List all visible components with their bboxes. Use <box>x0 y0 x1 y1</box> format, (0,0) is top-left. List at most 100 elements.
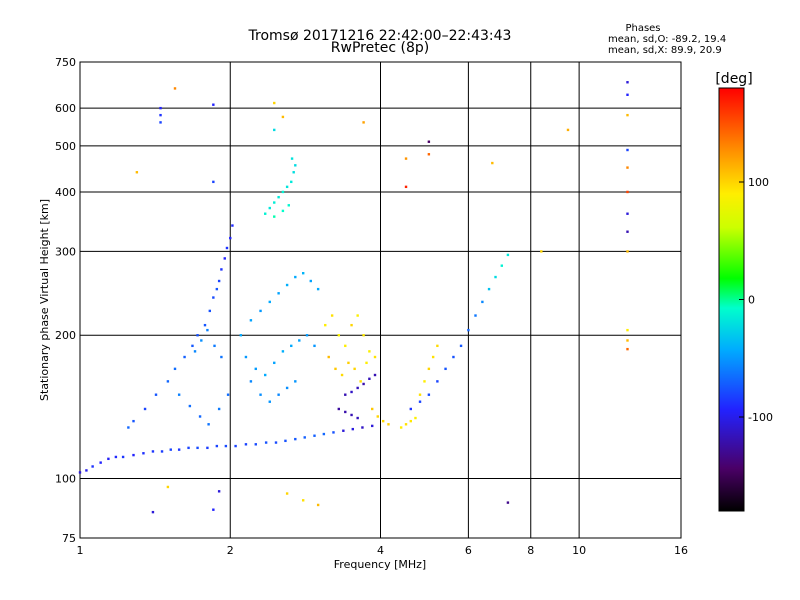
data-point <box>212 180 215 184</box>
data-point <box>244 355 248 359</box>
data-point <box>284 439 287 443</box>
data-point <box>409 407 412 411</box>
data-point <box>337 334 340 337</box>
data-point <box>127 426 130 429</box>
data-point <box>226 393 230 396</box>
data-point <box>143 407 147 411</box>
data-point <box>244 443 248 446</box>
data-point <box>249 319 253 322</box>
data-point <box>305 334 309 337</box>
data-point <box>362 121 365 124</box>
data-point <box>626 328 629 332</box>
data-point <box>356 416 359 420</box>
data-point <box>281 115 285 119</box>
grid-lines <box>80 62 681 538</box>
data-point <box>160 450 164 453</box>
data-point <box>414 416 417 420</box>
y-tick-label: 600 <box>55 102 76 115</box>
data-point <box>254 367 257 371</box>
data-point <box>322 432 326 436</box>
data-point <box>362 334 365 337</box>
data-point <box>215 444 219 448</box>
data-point <box>151 510 155 514</box>
data-point <box>290 180 293 184</box>
data-point <box>626 113 629 117</box>
data-point <box>344 344 347 348</box>
data-point <box>340 373 344 377</box>
data-point <box>303 436 306 439</box>
data-point <box>254 443 257 446</box>
data-point <box>404 185 408 189</box>
data-point <box>85 469 88 472</box>
data-point <box>626 212 629 215</box>
data-point <box>344 410 347 414</box>
colorbar-tick-label: 100 <box>748 176 769 189</box>
data-point <box>264 441 268 444</box>
data-point <box>427 393 431 396</box>
data-point <box>626 347 629 351</box>
data-point <box>418 393 422 396</box>
data-point <box>427 153 431 156</box>
data-point <box>301 499 305 502</box>
data-point <box>107 457 110 461</box>
data-point <box>273 128 276 132</box>
data-point <box>166 485 170 489</box>
x-tick-label: 1 <box>77 544 84 557</box>
data-point <box>277 195 280 199</box>
data-point <box>298 339 301 342</box>
x-tick-label: 6 <box>465 544 472 557</box>
data-point <box>177 393 181 396</box>
data-point <box>409 419 412 423</box>
chart-subtitle: RwPretec (8p) <box>331 40 429 56</box>
data-point <box>151 450 155 453</box>
data-point <box>626 190 629 194</box>
data-point <box>173 87 177 90</box>
colorbar-label: [deg] <box>715 71 752 87</box>
data-point <box>285 492 289 495</box>
data-point <box>234 444 237 448</box>
data-point <box>259 393 262 396</box>
data-point <box>324 323 327 327</box>
x-axis-label: Frequency [MHz] <box>334 558 426 571</box>
colorbar: [deg] 100 0 -100 <box>715 71 773 512</box>
data-point <box>212 296 215 299</box>
data-point <box>121 455 125 459</box>
data-point <box>356 314 359 317</box>
data-point <box>626 166 629 169</box>
data-point <box>198 415 202 418</box>
data-point <box>467 328 470 332</box>
data-point <box>427 140 431 143</box>
data-point <box>273 215 276 218</box>
data-point <box>626 81 629 84</box>
data-point <box>285 185 289 189</box>
data-point <box>229 236 232 240</box>
data-point <box>327 355 330 359</box>
data-point <box>206 328 209 332</box>
data-point <box>268 400 271 403</box>
data-point <box>316 287 320 291</box>
plot-area: 1 2 4 6 8 10 16 75 100 200 300 400 500 600 750 <box>55 56 688 557</box>
data-point <box>220 355 223 359</box>
data-point <box>371 424 374 428</box>
data-point <box>224 444 228 448</box>
data-point <box>281 190 285 194</box>
data-point <box>159 113 162 117</box>
data-point <box>191 344 194 348</box>
data-point <box>368 350 371 353</box>
y-tick-label: 300 <box>55 245 76 258</box>
data-point <box>351 427 354 431</box>
data-point <box>361 426 364 429</box>
data-point <box>78 471 82 474</box>
data-point <box>159 121 162 124</box>
data-point <box>313 344 316 348</box>
data-point <box>418 400 422 403</box>
y-tick-label: 200 <box>55 329 76 342</box>
data-point <box>356 386 359 390</box>
x-tick-label: 4 <box>377 544 384 557</box>
data-point <box>220 268 223 271</box>
data-point <box>353 367 356 371</box>
data-point <box>99 461 102 464</box>
data-point <box>294 164 297 167</box>
data-point <box>212 508 215 511</box>
data-point <box>373 355 377 359</box>
